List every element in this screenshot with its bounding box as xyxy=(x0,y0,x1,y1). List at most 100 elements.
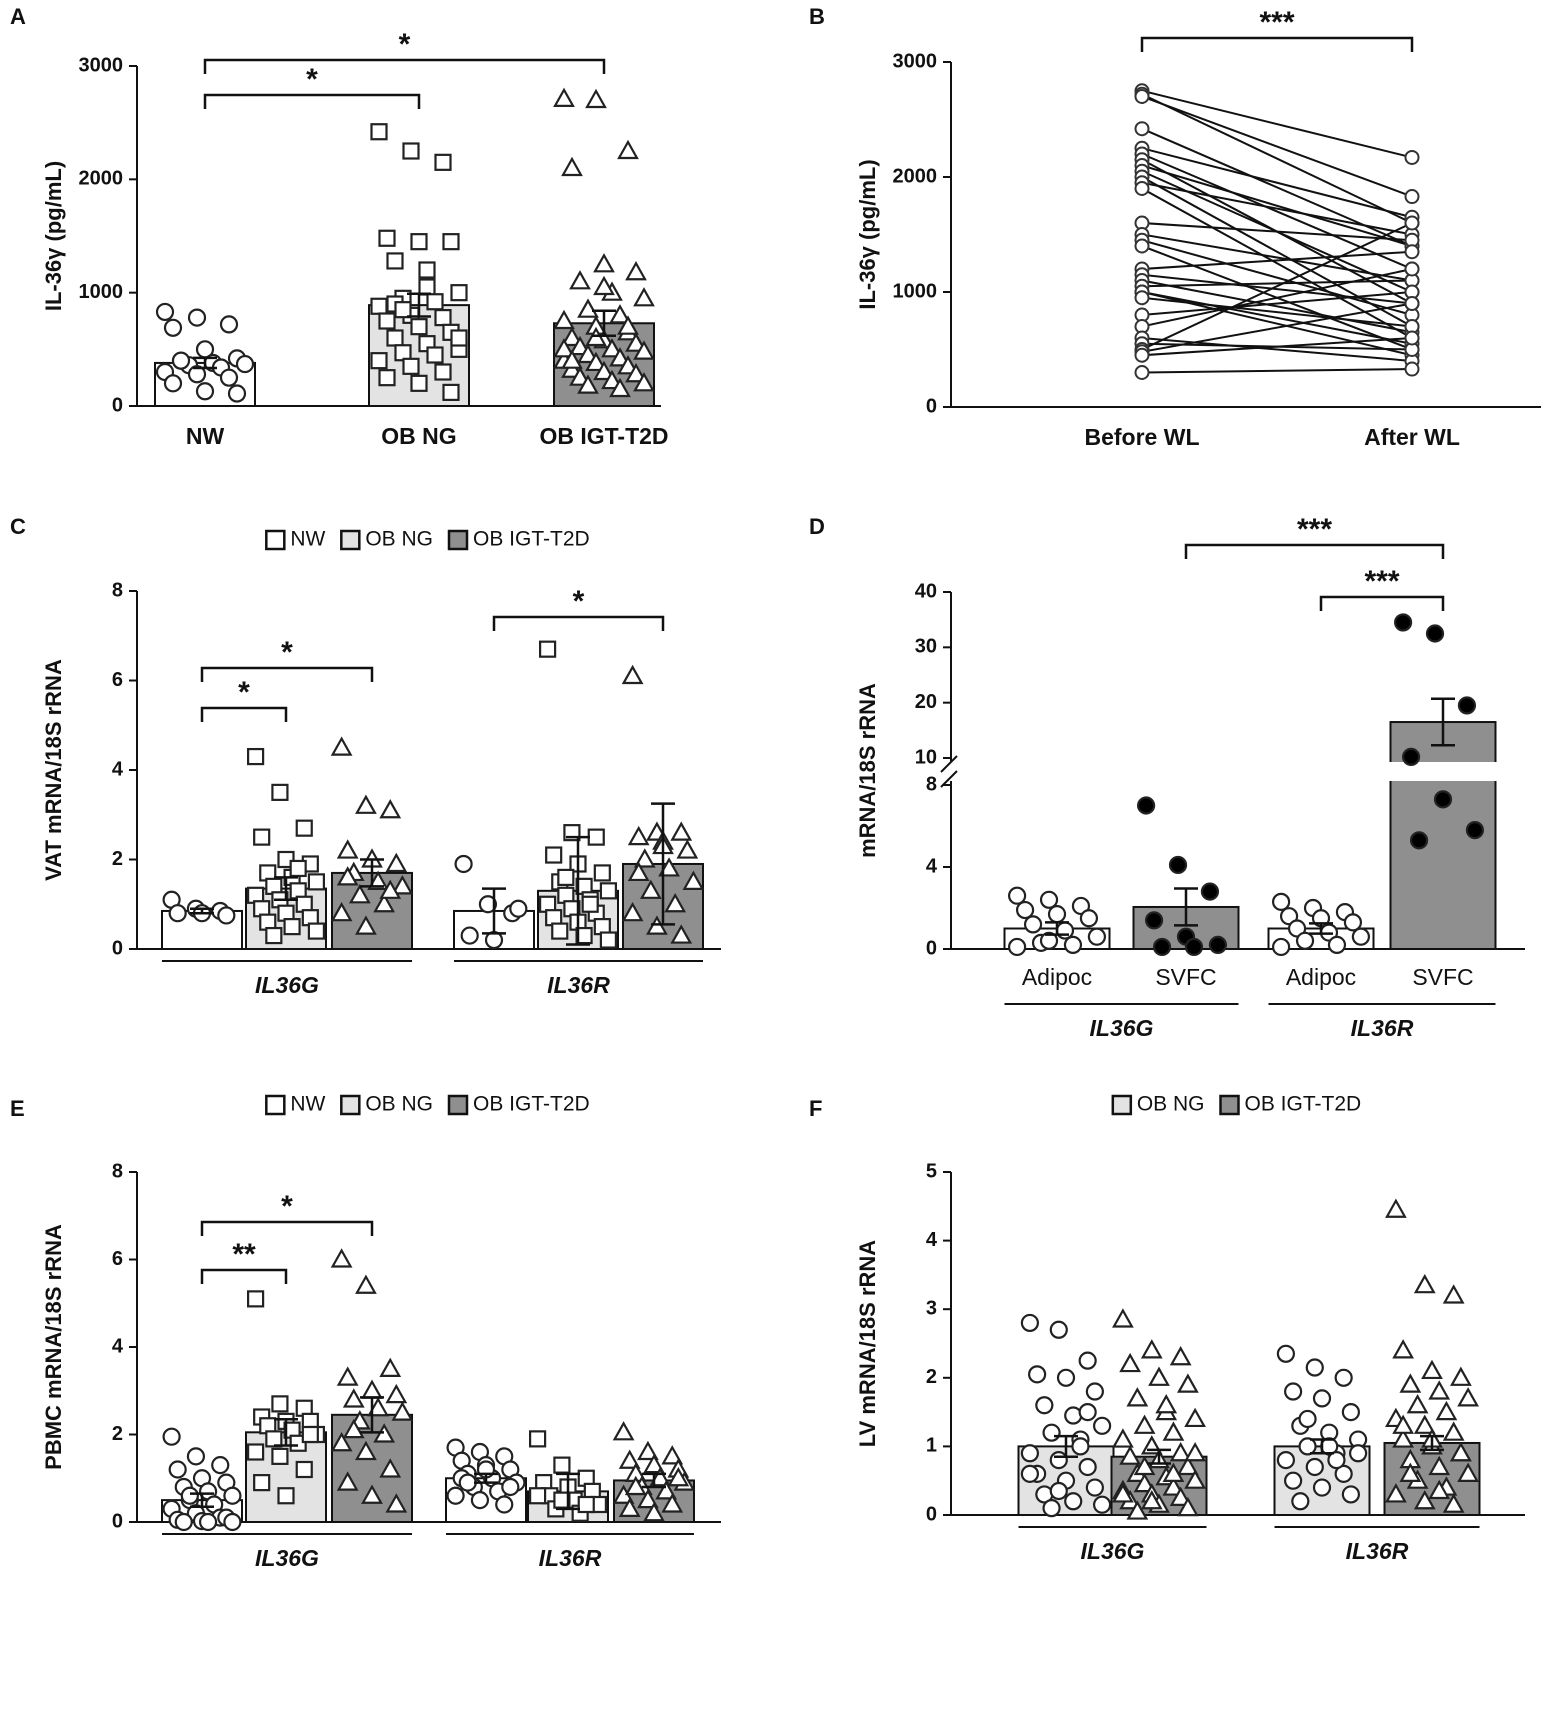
legend-label: OB NG xyxy=(365,1093,433,1116)
point xyxy=(1184,1407,1206,1428)
point xyxy=(569,270,591,290)
x-tick-label: Adipoc xyxy=(1022,964,1092,990)
point xyxy=(295,1460,313,1479)
point xyxy=(601,338,623,358)
point xyxy=(625,261,647,281)
point xyxy=(1140,1339,1163,1359)
group-label: IL36R xyxy=(539,1545,602,1571)
point xyxy=(370,123,388,141)
significance-label: *** xyxy=(1364,565,1399,598)
point xyxy=(624,1475,647,1496)
point xyxy=(501,1477,520,1497)
error-bar xyxy=(1310,1438,1334,1455)
point xyxy=(1457,696,1477,715)
error-bar xyxy=(190,1492,214,1508)
point xyxy=(1449,1442,1472,1462)
point xyxy=(649,1467,671,1487)
point xyxy=(1134,290,1150,306)
point xyxy=(676,839,699,859)
point xyxy=(1413,1490,1436,1510)
point xyxy=(643,1453,665,1474)
point xyxy=(155,302,175,322)
point xyxy=(1428,1380,1451,1400)
error-bar xyxy=(360,858,384,888)
point xyxy=(1162,1476,1185,1496)
point xyxy=(495,1495,514,1514)
point xyxy=(1134,365,1150,380)
point xyxy=(307,922,325,940)
point xyxy=(379,879,402,899)
point xyxy=(1399,1462,1422,1482)
point xyxy=(198,1512,218,1532)
point xyxy=(637,1440,659,1461)
point xyxy=(330,1432,353,1452)
paired-line xyxy=(1141,181,1413,236)
paired-line xyxy=(1141,187,1413,339)
paired-line xyxy=(1141,337,1413,357)
point xyxy=(1442,1284,1465,1304)
error-bar xyxy=(1309,922,1333,935)
point xyxy=(593,360,615,381)
point xyxy=(643,1502,665,1522)
point xyxy=(442,383,460,401)
point xyxy=(1401,747,1421,766)
point xyxy=(1112,1308,1134,1328)
point xyxy=(545,846,563,864)
x-tick-label: After WL xyxy=(1364,424,1460,450)
legend-label: OB IGT-T2D xyxy=(473,1093,590,1116)
point xyxy=(289,859,307,878)
point xyxy=(585,351,607,372)
point xyxy=(1169,1486,1192,1506)
point xyxy=(658,857,680,877)
point xyxy=(1134,181,1150,196)
point xyxy=(1136,796,1156,815)
x-tick-label: OB NG xyxy=(381,423,456,449)
significance-bracket xyxy=(200,1268,288,1284)
point xyxy=(1049,1451,1068,1470)
error-bar xyxy=(1147,1448,1171,1465)
point xyxy=(426,293,444,311)
point xyxy=(1334,1368,1353,1387)
point xyxy=(599,882,618,900)
point xyxy=(367,1397,389,1417)
y-tick-label: 6 xyxy=(112,669,123,691)
point xyxy=(168,1460,187,1479)
point xyxy=(1271,892,1291,911)
error-bar xyxy=(556,1472,580,1511)
point xyxy=(1404,296,1420,311)
point xyxy=(163,318,183,337)
legend-swatch xyxy=(447,529,469,551)
legend-label: OB IGT-T2D xyxy=(473,528,590,551)
point xyxy=(1399,1373,1422,1393)
paired-line xyxy=(1141,95,1413,198)
legend-label: OB IGT-T2D xyxy=(1245,1093,1362,1116)
point xyxy=(1184,1442,1206,1462)
y-axis-label: mRNA/18S rRNA xyxy=(855,683,880,858)
point xyxy=(386,252,404,270)
point xyxy=(627,861,650,882)
panel-letter: F xyxy=(809,1096,822,1121)
legend-swatch xyxy=(1219,1094,1240,1116)
point xyxy=(538,640,557,658)
point xyxy=(553,87,575,107)
error-bar xyxy=(360,1396,384,1434)
significance-label: * xyxy=(573,585,585,618)
point xyxy=(670,821,693,841)
point xyxy=(661,1445,684,1465)
point xyxy=(478,895,498,914)
point xyxy=(355,915,377,935)
point xyxy=(1409,831,1429,850)
point xyxy=(609,304,631,324)
point xyxy=(1078,1402,1097,1422)
error-bar xyxy=(474,1472,498,1484)
point xyxy=(355,794,377,814)
error-bar xyxy=(274,1417,298,1447)
y-tick-label: 3 xyxy=(926,1297,937,1319)
point xyxy=(235,354,255,374)
point xyxy=(1162,1462,1185,1482)
error-bar xyxy=(566,835,590,946)
point xyxy=(553,309,575,330)
paired-line xyxy=(1141,368,1413,374)
y-axis-label: PBMC mRNA/18S rRNA xyxy=(41,1224,66,1470)
